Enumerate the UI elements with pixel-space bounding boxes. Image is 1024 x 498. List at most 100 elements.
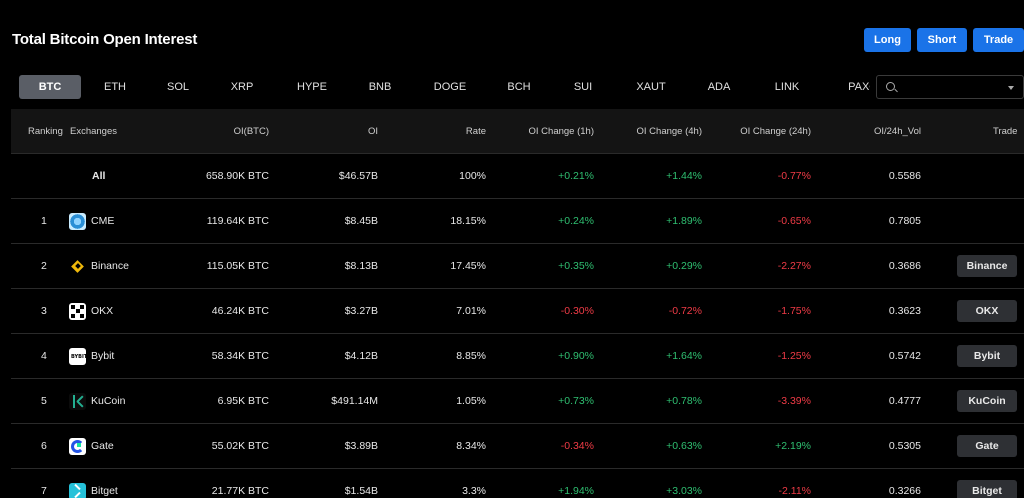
oi-change-24h-cell: -0.65% (777, 215, 811, 227)
oi-btc-cell: 658.90K BTC (205, 170, 269, 182)
table-header: Ranking Exchanges OI(BTC) OI Rate OI Cha… (11, 109, 1024, 154)
kucoin-logo-icon (69, 392, 86, 410)
tab-xrp[interactable]: XRP (230, 81, 254, 93)
table-row[interactable]: 3 OKX 46.24K BTC $3.27B 7.01% -0.30% -0.72% -1.… (11, 289, 1024, 334)
exchange-cell: Bitget (69, 469, 118, 498)
exchange-name: Bybit (91, 350, 115, 362)
ranking-cell: 2 (41, 260, 47, 272)
oi-24h-vol-cell: 0.3623 (888, 305, 921, 317)
oi-change-24h-cell: -1.25% (777, 350, 811, 362)
tab-ada[interactable]: ADA (707, 81, 731, 93)
col-oi-change-24h: OI Change (24h) (740, 126, 811, 137)
oi-change-4h-cell: +1.89% (666, 215, 702, 227)
table-row[interactable]: 4 BYBIT Bybit 58.34K BTC $4.12B 8.85% +0.90% +1… (11, 334, 1024, 379)
tab-bch[interactable]: BCH (507, 81, 531, 93)
page-header: Total Bitcoin Open Interest Long Short T… (0, 0, 1024, 72)
oi-change-24h-cell: -1.75% (777, 305, 811, 317)
tab-link[interactable]: LINK (774, 81, 800, 93)
oi-change-4h-cell: +0.63% (666, 440, 702, 452)
exchange-name: CME (91, 215, 115, 227)
oi-change-4h-cell: +1.64% (666, 350, 702, 362)
oi-24h-vol-cell: 0.5305 (888, 440, 921, 452)
oi-change-1h-cell: +0.90% (558, 350, 594, 362)
exchange-name: KuCoin (91, 395, 126, 407)
short-button[interactable]: Short (917, 28, 967, 52)
rate-cell: 1.05% (456, 395, 486, 407)
table-row[interactable]: 2 Binance 115.05K BTC $8.13B 17.45% +0.35% +0.… (11, 244, 1024, 289)
table-row[interactable]: 7 Bitget 21.77K BTC $1.54B 3.3% +1.94% +3.03% -… (11, 469, 1024, 498)
oi-cell: $3.89B (344, 440, 378, 452)
rate-cell: 3.3% (462, 485, 486, 497)
oi-change-4h-cell: +3.03% (666, 485, 702, 497)
col-oi-change-4h: OI Change (4h) (636, 126, 702, 137)
tab-sol[interactable]: SOL (166, 81, 189, 93)
oi-cell: $3.27B (344, 305, 378, 317)
trade-gate-button[interactable]: Gate (957, 435, 1017, 457)
tab-btc[interactable]: BTC (19, 75, 81, 99)
open-interest-table: Ranking Exchanges OI(BTC) OI Rate OI Cha… (11, 109, 1024, 498)
tab-xaut[interactable]: XAUT (636, 81, 666, 93)
ranking-cell: 3 (41, 305, 47, 317)
exchange-cell: Binance (69, 244, 129, 288)
oi-change-1h-cell: +0.35% (558, 260, 594, 272)
exchange-name: All (92, 170, 106, 182)
exchange-cell: BYBIT Bybit (69, 334, 114, 378)
oi-24h-vol-cell: 0.3686 (888, 260, 921, 272)
exchange-cell: CME (69, 199, 114, 243)
oi-change-24h-cell: -2.27% (777, 260, 811, 272)
oi-change-24h-cell: -2.11% (778, 485, 812, 497)
trade-button[interactable]: Trade (973, 28, 1024, 52)
tab-eth[interactable]: ETH (104, 81, 126, 93)
exchange-cell: KuCoin (69, 379, 125, 423)
ranking-cell: 4 (41, 350, 47, 362)
oi-cell: $8.13B (344, 260, 378, 272)
tab-hype[interactable]: HYPE (297, 81, 327, 93)
exchange-name: Bitget (91, 485, 118, 497)
oi-change-1h-cell: +0.24% (558, 215, 594, 227)
coin-tabs: BTC ETH SOL XRP HYPE BNB DOGE BCH SUI XAUT ADA LINK… (0, 75, 870, 99)
oi-24h-vol-cell: 0.7805 (888, 215, 921, 227)
table-row[interactable]: All 658.90K BTC $46.57B 100% +0.21% +1.44% -0.… (11, 154, 1024, 199)
trade-bybit-button[interactable]: Bybit (957, 345, 1017, 367)
oi-change-4h-cell: -0.72% (668, 305, 702, 317)
table-row[interactable]: 1 CME 119.64K BTC $8.45B 18.15% +0.24% +1.89% -… (11, 199, 1024, 244)
oi-cell: $491.14M (331, 395, 378, 407)
binance-logo-icon (69, 257, 86, 275)
rate-cell: 100% (459, 170, 486, 182)
oi-change-24h-cell: -3.39% (777, 395, 811, 407)
page-title: Total Bitcoin Open Interest (12, 31, 198, 48)
search-icon (886, 82, 895, 91)
oi-change-4h-cell: +1.44% (666, 170, 702, 182)
tab-sui[interactable]: SUI (573, 81, 593, 93)
trade-bitget-button[interactable]: Bitget (957, 480, 1017, 498)
trade-kucoin-button[interactable]: KuCoin (957, 390, 1017, 412)
tab-paxg[interactable]: PAXG (848, 81, 870, 93)
rate-cell: 18.15% (450, 215, 486, 227)
search-input[interactable] (876, 75, 1024, 99)
col-oi-change-1h: OI Change (1h) (528, 126, 594, 137)
oi-cell: $1.54B (344, 485, 378, 497)
oi-change-24h-cell: +2.19% (775, 440, 811, 452)
table-row[interactable]: 6 Gate 55.02K BTC $3.89B 8.34% -0.34% +0.63% +2… (11, 424, 1024, 469)
trade-okx-button[interactable]: OKX (957, 300, 1017, 322)
oi-change-1h-cell: +1.94% (558, 485, 594, 497)
exchange-name: Binance (91, 260, 129, 272)
tab-doge[interactable]: DOGE (433, 81, 467, 93)
oi-change-4h-cell: +0.29% (666, 260, 702, 272)
oi-btc-cell: 55.02K BTC (211, 440, 269, 452)
oi-btc-cell: 6.95K BTC (217, 395, 269, 407)
rate-cell: 7.01% (456, 305, 486, 317)
oi-cell: $8.45B (344, 215, 378, 227)
ranking-cell: 6 (41, 440, 47, 452)
tab-bnb[interactable]: BNB (368, 81, 392, 93)
long-button[interactable]: Long (864, 28, 911, 52)
oi-24h-vol-cell: 0.4777 (888, 395, 921, 407)
trade-binance-button[interactable]: Binance (957, 255, 1017, 277)
chevron-down-icon[interactable] (1008, 86, 1014, 90)
oi-btc-cell: 119.64K BTC (206, 215, 269, 227)
table-row[interactable]: 5 KuCoin 6.95K BTC $491.14M 1.05% +0.73% +0.78… (11, 379, 1024, 424)
oi-btc-cell: 21.77K BTC (211, 485, 269, 497)
cme-logo-icon (69, 212, 86, 230)
rate-cell: 8.34% (456, 440, 486, 452)
exchange-cell: OKX (69, 289, 113, 333)
